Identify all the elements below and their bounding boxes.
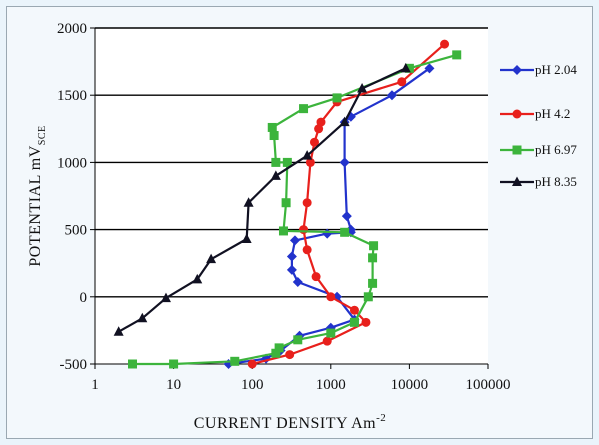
y-tick-label: 0	[80, 290, 88, 306]
data-point	[339, 157, 350, 168]
data-point	[452, 50, 462, 60]
x-tick-label: 1000	[316, 377, 346, 393]
data-point	[326, 328, 336, 338]
series-ph-8.35	[113, 62, 411, 336]
data-point	[293, 335, 303, 345]
legend: pH 2.04 pH 4.2 pH 6.97 pH 8.35	[500, 62, 577, 189]
data-point	[274, 343, 284, 353]
data-point	[400, 62, 411, 73]
y-tick-label: 2000	[57, 21, 87, 37]
data-point	[316, 117, 326, 127]
data-point	[243, 197, 254, 207]
series-line	[228, 67, 431, 366]
series-layer	[113, 39, 462, 369]
data-point	[305, 157, 315, 167]
data-point	[349, 305, 359, 315]
data-point	[281, 198, 291, 208]
x-tick-label: 100000	[466, 377, 511, 393]
y-tick-label: 1500	[57, 88, 87, 104]
data-point	[341, 211, 352, 222]
y-axis-label-sub: SCE	[37, 125, 48, 145]
legend-marker	[512, 176, 522, 186]
data-point	[368, 278, 378, 288]
y-axis-ticks: -500 0 500 1000 1500 2000	[57, 21, 95, 373]
x-axis-label: CURRENT DENSITY Am-2	[194, 412, 387, 432]
grid-lines	[95, 27, 488, 298]
data-point	[206, 253, 217, 264]
data-point	[230, 356, 240, 366]
data-point	[270, 170, 281, 180]
data-point	[357, 82, 368, 93]
plot-area	[95, 28, 488, 364]
data-point	[241, 233, 252, 244]
data-point	[169, 359, 179, 369]
data-point	[285, 350, 295, 360]
data-point	[160, 292, 171, 303]
data-point	[340, 227, 350, 237]
data-point	[368, 253, 378, 263]
x-tick-label: 1	[91, 377, 99, 393]
data-point	[192, 273, 203, 284]
legend-item: pH 4.2	[500, 106, 570, 121]
data-point	[363, 292, 373, 302]
data-point	[286, 264, 297, 275]
data-point	[424, 63, 435, 74]
data-point	[302, 245, 312, 255]
x-tick-label: 10	[166, 377, 181, 393]
data-point	[404, 63, 414, 73]
data-point	[278, 226, 288, 236]
legend-marker	[512, 65, 522, 75]
legend-marker	[512, 145, 522, 155]
legend-label: pH 8.35	[535, 174, 577, 189]
legend-label: pH 2.04	[535, 62, 577, 77]
data-point	[440, 39, 450, 49]
data-point	[292, 277, 303, 288]
x-axis-ticks: 1 10 100 1000 10000 100000	[91, 364, 511, 393]
data-point	[247, 359, 257, 369]
data-point	[369, 241, 379, 251]
data-point	[339, 116, 350, 127]
data-point	[128, 359, 138, 369]
data-point	[326, 292, 336, 302]
legend-label: pH 6.97	[535, 142, 577, 157]
x-axis-label-sup: -2	[376, 412, 386, 424]
legend-marker	[512, 109, 522, 119]
legend-label: pH 4.2	[535, 106, 570, 121]
y-tick-label: -500	[60, 357, 88, 373]
data-point	[267, 122, 277, 132]
data-point	[349, 317, 359, 327]
data-point	[332, 93, 342, 103]
data-point	[113, 326, 124, 336]
data-point	[286, 251, 297, 262]
data-point	[322, 336, 332, 346]
data-point	[361, 317, 371, 327]
data-point	[309, 137, 319, 147]
x-tick-label: 100	[241, 377, 264, 393]
x-tick-label: 10000	[391, 377, 429, 393]
data-point	[302, 150, 313, 160]
y-axis-label: POTENTIAL mVSCE	[27, 125, 48, 266]
legend-item: pH 6.97	[500, 142, 577, 157]
legend-item: pH 8.35	[500, 174, 577, 189]
data-point	[282, 157, 292, 167]
data-point	[302, 198, 312, 208]
series-ph-4.2	[247, 39, 450, 369]
data-point	[299, 104, 309, 114]
plot-background	[95, 28, 488, 364]
legend-item: pH 2.04	[500, 62, 577, 77]
data-point	[311, 272, 321, 282]
y-tick-label: 1000	[57, 155, 87, 171]
y-tick-label: 500	[65, 223, 88, 239]
data-point	[271, 157, 281, 167]
data-point	[299, 225, 309, 235]
data-point	[386, 90, 397, 101]
data-point	[137, 312, 148, 323]
data-point	[397, 77, 407, 87]
series-ph-6.97	[128, 50, 462, 369]
data-point	[289, 235, 300, 246]
data-point	[269, 131, 279, 141]
data-point	[271, 348, 281, 358]
